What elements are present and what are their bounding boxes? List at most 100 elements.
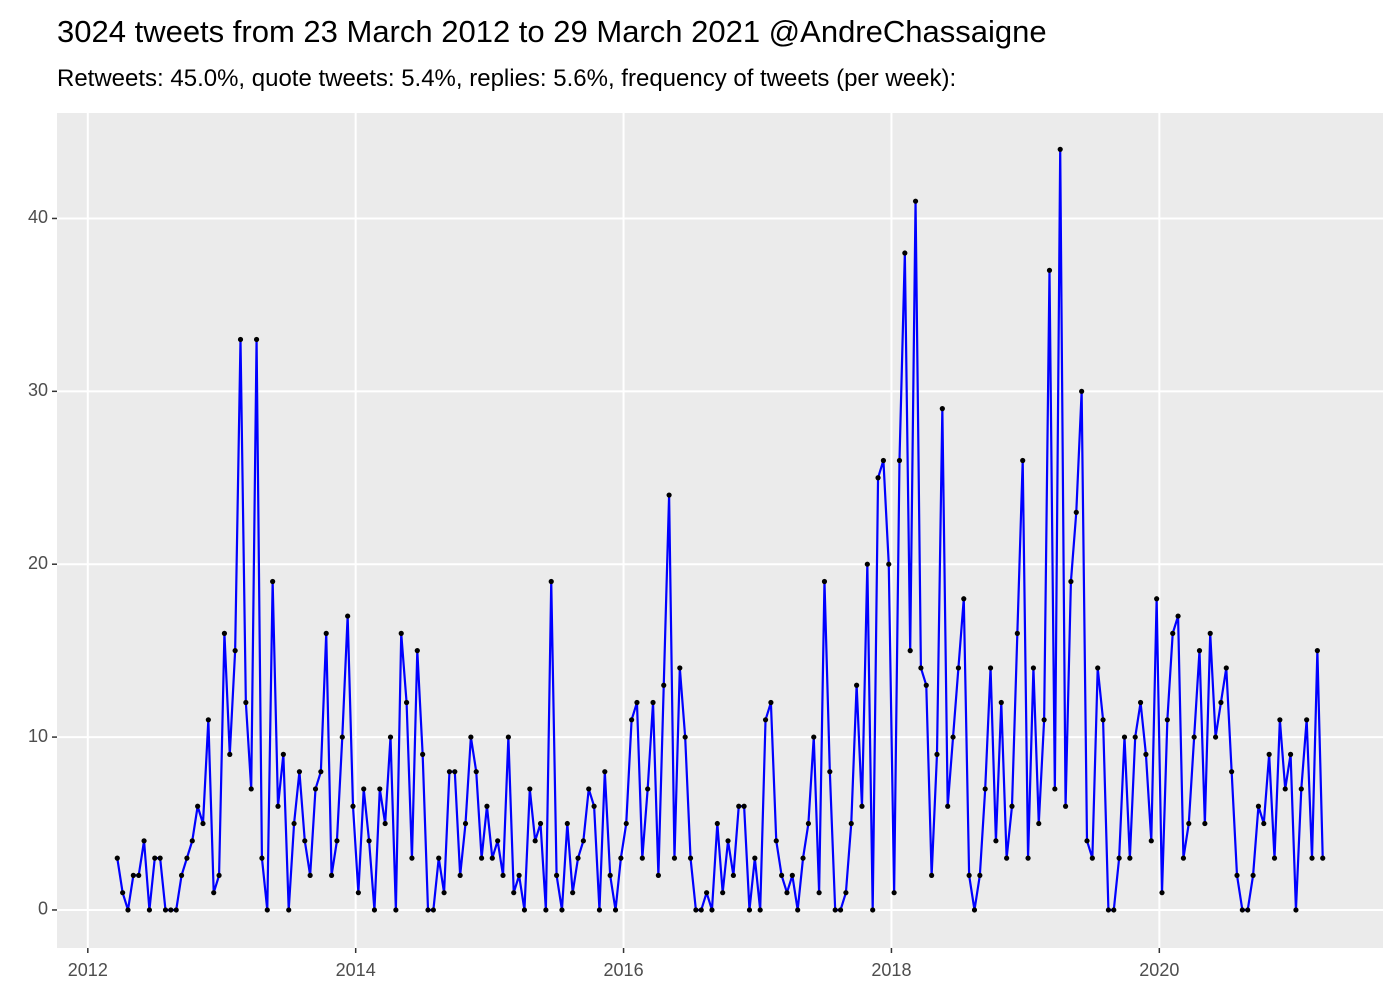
data-point bbox=[382, 820, 388, 827]
data-point bbox=[136, 872, 142, 878]
data-point bbox=[1004, 855, 1010, 861]
data-point bbox=[537, 820, 544, 827]
data-point bbox=[414, 648, 420, 654]
data-point bbox=[650, 699, 656, 706]
data-point bbox=[1239, 907, 1245, 913]
data-point bbox=[1036, 820, 1042, 827]
data-point bbox=[339, 734, 345, 740]
data-point bbox=[516, 872, 522, 878]
data-point bbox=[489, 855, 495, 861]
data-point bbox=[1255, 803, 1262, 809]
data-point bbox=[800, 855, 806, 861]
data-point bbox=[1218, 699, 1224, 706]
data-point bbox=[505, 734, 511, 740]
data-point bbox=[355, 890, 361, 896]
data-point bbox=[634, 699, 640, 706]
data-point bbox=[377, 786, 383, 792]
data-point bbox=[189, 838, 195, 844]
data-point bbox=[564, 820, 570, 827]
data-point bbox=[141, 838, 147, 844]
data-point bbox=[1095, 665, 1101, 671]
data-point bbox=[1137, 699, 1144, 706]
data-point bbox=[430, 907, 436, 913]
data-point bbox=[441, 890, 447, 896]
data-point bbox=[1314, 648, 1320, 654]
data-point bbox=[1186, 820, 1192, 827]
data-point bbox=[837, 907, 844, 913]
data-point bbox=[1266, 751, 1272, 757]
data-point bbox=[709, 907, 715, 913]
data-point bbox=[371, 907, 378, 913]
x-tick-label: 2012 bbox=[68, 960, 108, 980]
data-point bbox=[521, 907, 528, 913]
data-point bbox=[741, 803, 747, 809]
data-point bbox=[902, 250, 908, 256]
data-point bbox=[259, 855, 265, 861]
data-point bbox=[216, 872, 222, 878]
data-point bbox=[945, 803, 951, 809]
data-point bbox=[398, 630, 404, 636]
data-point bbox=[1009, 803, 1015, 809]
data-point bbox=[714, 820, 720, 827]
data-point bbox=[1111, 907, 1117, 913]
data-point bbox=[1277, 717, 1283, 723]
data-point bbox=[602, 769, 608, 775]
data-point bbox=[977, 872, 983, 878]
data-point bbox=[1148, 838, 1154, 844]
data-point bbox=[1062, 803, 1069, 809]
data-point bbox=[291, 820, 297, 827]
data-point bbox=[730, 872, 736, 878]
data-point bbox=[221, 630, 228, 636]
data-point bbox=[639, 855, 645, 861]
data-point bbox=[789, 872, 795, 878]
data-point bbox=[205, 717, 211, 723]
data-point bbox=[784, 890, 790, 896]
data-point bbox=[575, 855, 581, 861]
data-point bbox=[1084, 838, 1090, 844]
data-point bbox=[248, 786, 254, 792]
data-point bbox=[511, 890, 517, 896]
data-point bbox=[1068, 578, 1074, 585]
data-point bbox=[125, 907, 131, 913]
data-point bbox=[173, 907, 179, 913]
data-point bbox=[618, 855, 624, 861]
data-point bbox=[114, 855, 120, 861]
data-point bbox=[425, 907, 431, 913]
data-point bbox=[302, 838, 308, 844]
data-point bbox=[982, 786, 988, 792]
data-point bbox=[328, 872, 335, 878]
data-point bbox=[666, 492, 672, 498]
data-point bbox=[655, 872, 661, 878]
data-point bbox=[120, 890, 126, 896]
data-point bbox=[586, 786, 592, 792]
data-point bbox=[1282, 786, 1288, 792]
data-point bbox=[1100, 717, 1106, 723]
data-point bbox=[886, 561, 892, 567]
data-point bbox=[484, 803, 490, 809]
series-line bbox=[116, 148, 1324, 912]
data-point bbox=[816, 890, 822, 896]
data-point bbox=[752, 855, 758, 861]
data-point bbox=[1014, 630, 1020, 636]
data-point bbox=[1320, 855, 1326, 861]
data-point bbox=[318, 769, 324, 775]
data-point bbox=[1121, 734, 1128, 740]
data-point bbox=[409, 855, 415, 861]
y-tick-label: 20 bbox=[28, 553, 48, 573]
data-point bbox=[270, 578, 276, 585]
data-point bbox=[859, 803, 865, 809]
data-point bbox=[312, 786, 319, 792]
data-point bbox=[923, 682, 929, 688]
data-point bbox=[1298, 786, 1304, 792]
data-point bbox=[227, 751, 233, 757]
data-point bbox=[955, 665, 962, 671]
data-point bbox=[993, 838, 999, 844]
data-point bbox=[1052, 786, 1058, 792]
plot-panel bbox=[57, 113, 1383, 948]
data-point bbox=[1073, 509, 1079, 515]
data-point bbox=[880, 457, 887, 464]
data-point bbox=[870, 907, 876, 913]
data-point bbox=[152, 855, 158, 861]
data-point bbox=[168, 907, 174, 913]
data-point bbox=[280, 751, 286, 757]
